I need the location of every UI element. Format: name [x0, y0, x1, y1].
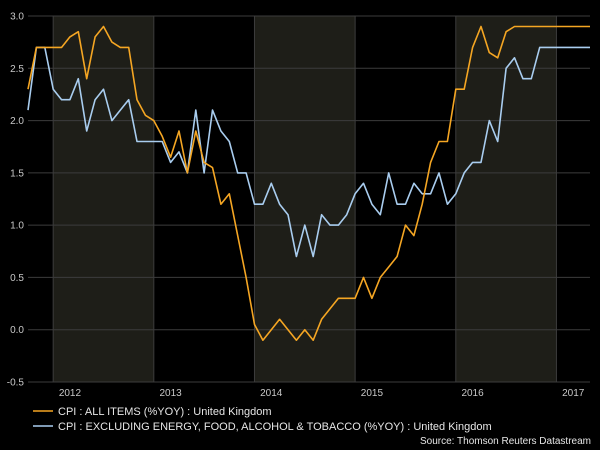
shade-band-2014: [254, 16, 356, 382]
y-tick-label: 1.0: [10, 221, 24, 232]
y-tick-label: 1.5: [10, 168, 24, 179]
legend-label-all-items: CPI : ALL ITEMS (%YOY) : United Kingdom: [58, 406, 272, 418]
shade-band-2016: [455, 16, 557, 382]
x-tick-label: 2013: [159, 388, 182, 399]
x-tick-label: 2016: [461, 388, 484, 399]
shade-band-2012: [53, 16, 154, 382]
series-line-core: [27, 46, 590, 258]
x-tick-label: 2017: [562, 388, 585, 399]
y-tick-label: 2.0: [10, 116, 24, 127]
y-tick-label: 3.0: [10, 12, 24, 23]
series-lines: [27, 25, 590, 342]
legend: CPI : ALL ITEMS (%YOY) : United Kingdom …: [33, 406, 492, 433]
y-tick-label: 0.5: [10, 273, 24, 284]
shaded-year-bands: [53, 16, 557, 382]
y-tick-label: 0.0: [10, 325, 24, 336]
x-tick-label: 2015: [361, 388, 384, 399]
x-tick-label: 2014: [260, 388, 283, 399]
x-axis-ticks: 2012 2013 2014 2015 2016 2017: [59, 388, 585, 399]
x-tick-label: 2012: [59, 388, 82, 399]
legend-label-core: CPI : EXCLUDING ENERGY, FOOD, ALCOHOL & …: [58, 421, 492, 433]
y-tick-label: 2.5: [10, 64, 24, 75]
source-note: Source: Thomson Reuters Datastream: [420, 436, 591, 447]
y-tick-label: -0.5: [7, 378, 25, 389]
series-line-all-items: [27, 25, 590, 342]
y-axis-ticks: -0.5 0.0 0.5 1.0 1.5 2.0 2.5 3.0: [7, 12, 25, 389]
